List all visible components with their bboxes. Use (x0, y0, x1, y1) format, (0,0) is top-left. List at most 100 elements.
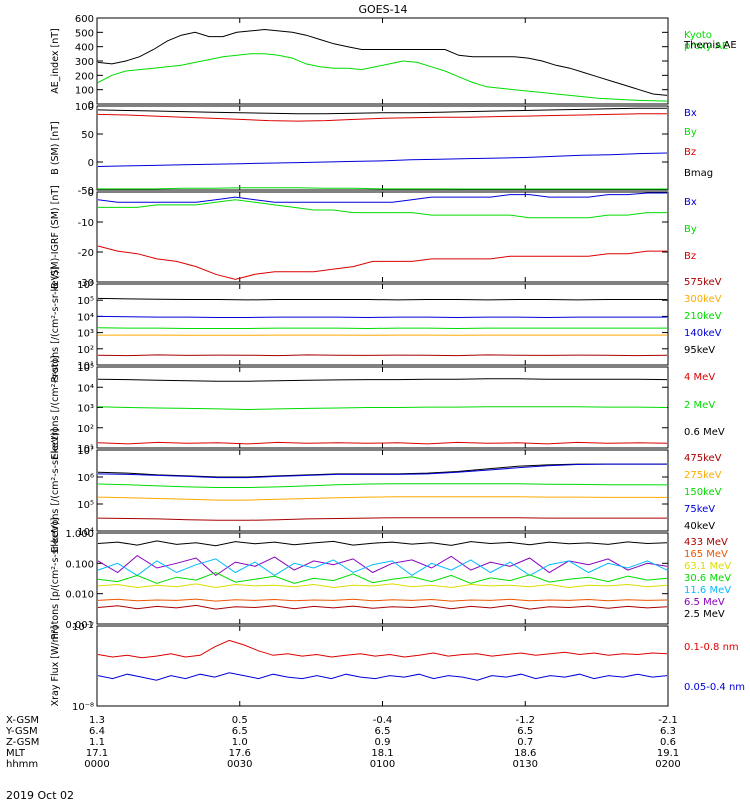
panel-4: 10¹ 10² 10³ 10⁴ 10⁵ 10⁶ Protons [/(cm²-s-sr-ke… (50, 267, 722, 383)
legend-label: 475keV (684, 453, 722, 464)
series-line-0-05-0-4-nm (97, 672, 668, 681)
legend-label: 0.05-0.4 nm (684, 682, 745, 693)
series-line-by (98, 187, 667, 190)
x-tick-value: -0.4 (373, 715, 393, 726)
legend-label: 575keV (684, 277, 722, 288)
series-line-by (98, 199, 667, 219)
y-tick-label: 10⁶ (77, 280, 94, 291)
legend-label: 75keV (684, 504, 715, 515)
legend-label: 0.6 MeV (684, 427, 725, 438)
series-line-11-6-mev (97, 558, 668, 577)
x-tick-value: 0000 (84, 759, 109, 770)
x-tick-value: 17.1 (86, 748, 108, 759)
x-tick-value: 0200 (655, 759, 680, 770)
x-tick-value: 0030 (227, 759, 252, 770)
y-tick-label: 600 (75, 14, 94, 25)
legend-label: 210keV (684, 311, 722, 322)
y-tick-label: 0 (88, 158, 94, 169)
y-tick-label: 10² (77, 345, 94, 356)
series-line-6-5-mev (97, 554, 668, 577)
legend-label: Bx (684, 197, 697, 208)
legend-label: 433 MeV (684, 537, 728, 548)
y-tick-label: 10⁵ (77, 363, 94, 374)
y-tick-label: 10⁵ (77, 296, 94, 307)
y-tick-label: 0.001 (65, 620, 94, 631)
y-tick-label: 0.100 (65, 559, 94, 570)
y-tick-label: 10¹ (77, 444, 94, 455)
y-tick-label: 10⁻⁸ (72, 702, 94, 713)
panel-3: -30 -20 -10 0 B (SM)-IGRF (SM) [nT] Bx By Bz (50, 185, 697, 289)
y-tick-label: 0.010 (65, 590, 94, 601)
legend-label: 2.5 MeV (684, 609, 725, 620)
legend-label: 40keV (684, 521, 715, 532)
y-tick-label: 200 (75, 71, 94, 82)
series-line-kyoto-proxy-ae (97, 53, 668, 102)
x-row-label: Y-GSM (5, 726, 38, 737)
legend-label: Bz (684, 251, 696, 262)
y-axis-label: Protons [p/(cm²-s-sr-keV)] (50, 518, 61, 640)
x-tick-value: 0.9 (375, 737, 391, 748)
y-tick-label: 400 (75, 43, 94, 54)
series-line-63-1-mev (97, 583, 668, 589)
x-tick-value: 0.7 (517, 737, 533, 748)
panel-7: 0.001 0.010 0.100 1.000 Protons [p/(cm²-s-sr… (50, 518, 731, 640)
y-tick-label: 50 (81, 130, 94, 141)
x-tick-value: 1.1 (89, 737, 105, 748)
series-line-bz (97, 245, 667, 280)
series-line-150kev (97, 483, 668, 488)
plot-title: GOES-14 (358, 3, 407, 16)
series-line-140kev (97, 315, 667, 319)
panel-6: 10⁴ 10⁵ 10⁶ 10⁷ Electrons [/(cm²-s-sr-keV)] 4… (50, 428, 722, 552)
series-line-themis-ae (97, 28, 668, 96)
legend-label: Themis AE (683, 40, 737, 51)
y-tick-label: 10⁷ (77, 446, 94, 457)
panel-frame (96, 625, 669, 707)
y-axis-label: Xray Flux [W/m²] (50, 626, 61, 707)
x-tick-value: 0.6 (660, 737, 676, 748)
legend-label: proxy AE (684, 41, 728, 52)
y-tick-label: 1.000 (65, 529, 94, 540)
x-row-label: hhmm (6, 759, 38, 770)
panel-8: 10⁻⁸ 10⁻⁷ Xray Flux [W/m²] 0.1-0.8 nm 0.05-0… (50, 622, 745, 713)
y-tick-label: -50 (78, 186, 94, 197)
legend-label: Bx (684, 108, 697, 119)
y-axis-label: B (SM)-IGRF (SM) [nT] (50, 185, 61, 289)
x-tick-value: 0130 (513, 759, 538, 770)
y-tick-label: 10⁶ (77, 473, 94, 484)
panel-frame (96, 17, 669, 105)
x-row-label: Z-GSM (6, 737, 39, 748)
series-line-30-6-mev (97, 571, 668, 584)
series-line-575kev (97, 354, 668, 357)
series-line-bz (97, 113, 667, 122)
y-tick-label: -20 (78, 248, 94, 259)
y-tick-label: 300 (75, 57, 94, 68)
y-tick-label: 10³ (77, 329, 94, 340)
series-line-210kev (97, 327, 667, 330)
y-axis-label: AE_index [nT] (50, 28, 61, 94)
x-tick-value: 17.6 (229, 748, 251, 759)
y-tick-label: 10⁵ (77, 500, 94, 511)
series-line-0-6-mev (97, 378, 668, 382)
x-tick-value: 1.0 (232, 737, 248, 748)
y-tick-label: 500 (75, 28, 94, 39)
legend-label: 0.1-0.8 nm (684, 642, 739, 653)
x-tick-value: -2.1 (658, 715, 678, 726)
legend-label: By (684, 224, 697, 235)
x-tick-value: 6.3 (660, 726, 676, 737)
legend-label: 140keV (684, 328, 722, 339)
series-line-475kev (97, 517, 667, 521)
series-line-bx (97, 152, 668, 167)
legend-label: 63.1 MeV (684, 561, 731, 572)
series-line-433-mev (97, 604, 668, 610)
x-tick-value: 6.5 (375, 726, 391, 737)
y-tick-label: 10⁻⁷ (72, 622, 94, 633)
date-label: 2019 Oct 02 (6, 789, 74, 800)
x-tick-value: -1.2 (515, 715, 535, 726)
legend-label: Bz (684, 147, 696, 158)
series-line-2-5-mev (97, 540, 668, 547)
panel-frame (96, 283, 669, 366)
series-line-165-mev (97, 598, 668, 602)
